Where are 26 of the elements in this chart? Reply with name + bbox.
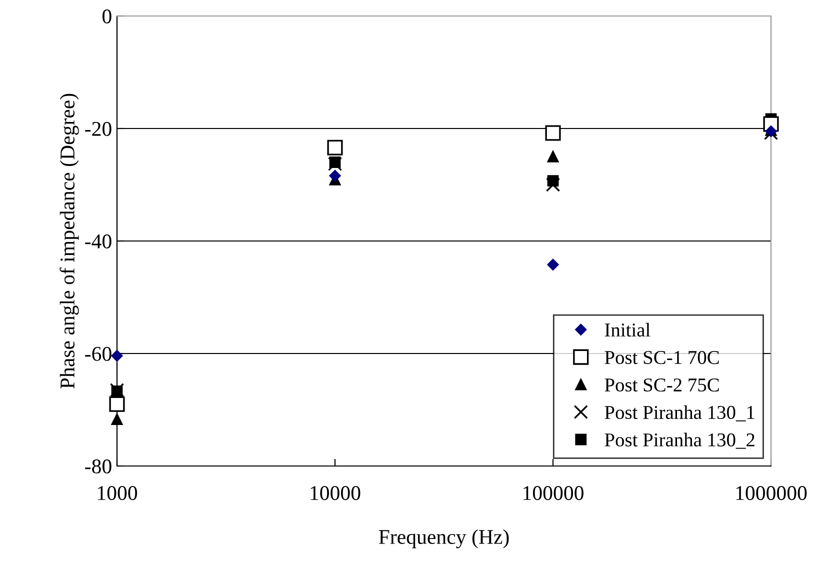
legend-label: Post SC-2 75C [604, 378, 719, 392]
point [328, 156, 342, 172]
y-tick-label: -40 [85, 234, 112, 248]
y-axis-title: Phase angle of impedance (Degree) [60, 94, 79, 388]
point [327, 140, 343, 156]
x-tick-label: 10000 [310, 486, 360, 500]
x-tick-label: 1000 [98, 486, 138, 500]
point [545, 125, 561, 141]
legend-label: Initial [604, 322, 650, 337]
point [765, 126, 777, 138]
point [547, 150, 559, 162]
legend-label: Post Piranha 130_1 [604, 405, 754, 422]
legend-label: Post Piranha 130_2 [604, 432, 754, 449]
point [111, 414, 123, 426]
y-tick-label: -80 [85, 459, 112, 474]
point [329, 170, 341, 182]
legend-label: Post SC-1 70C [604, 350, 719, 364]
point [109, 396, 125, 412]
y-tick-label: -20 [85, 122, 112, 136]
y-tick-label: 0 [102, 9, 112, 24]
y-tick-label: -60 [85, 346, 112, 361]
x-tick-label: 1000000 [736, 486, 807, 500]
point [547, 258, 559, 270]
point [546, 178, 560, 192]
x-tick-label: 100000 [524, 486, 584, 500]
x-axis-title: Frequency (Hz) [378, 529, 509, 548]
